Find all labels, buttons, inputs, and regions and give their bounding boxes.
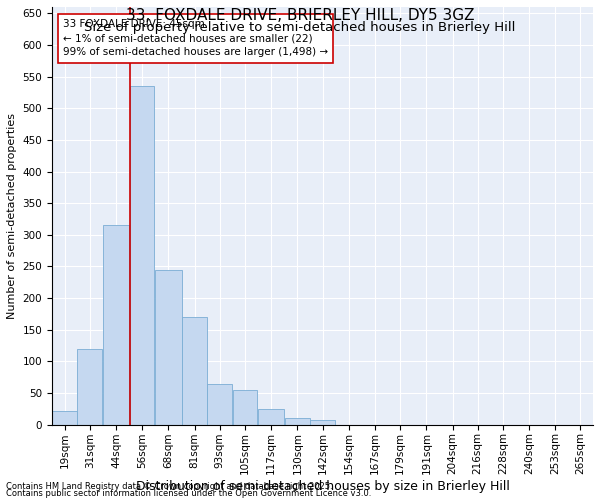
Bar	[182, 317, 207, 424]
Bar	[285, 418, 310, 424]
Text: Contains HM Land Registry data © Crown copyright and database right 2025.: Contains HM Land Registry data © Crown c…	[6, 482, 332, 491]
Bar	[103, 226, 129, 424]
Bar	[130, 86, 154, 424]
Bar	[310, 420, 335, 424]
Text: 33, FOXDALE DRIVE, BRIERLEY HILL, DY5 3GZ: 33, FOXDALE DRIVE, BRIERLEY HILL, DY5 3G…	[126, 8, 474, 23]
Bar	[258, 409, 284, 424]
Bar	[208, 384, 232, 424]
Text: Contains public sector information licensed under the Open Government Licence v3: Contains public sector information licen…	[6, 490, 371, 498]
Bar	[77, 349, 102, 424]
Bar	[155, 270, 182, 424]
X-axis label: Distribution of semi-detached houses by size in Brierley Hill: Distribution of semi-detached houses by …	[136, 480, 509, 493]
Text: Size of property relative to semi-detached houses in Brierley Hill: Size of property relative to semi-detach…	[85, 21, 515, 34]
Bar	[233, 390, 257, 424]
Bar	[52, 411, 77, 424]
Text: 33 FOXDALE DRIVE: 45sqm
← 1% of semi-detached houses are smaller (22)
99% of sem: 33 FOXDALE DRIVE: 45sqm ← 1% of semi-det…	[63, 20, 328, 58]
Y-axis label: Number of semi-detached properties: Number of semi-detached properties	[7, 113, 17, 319]
